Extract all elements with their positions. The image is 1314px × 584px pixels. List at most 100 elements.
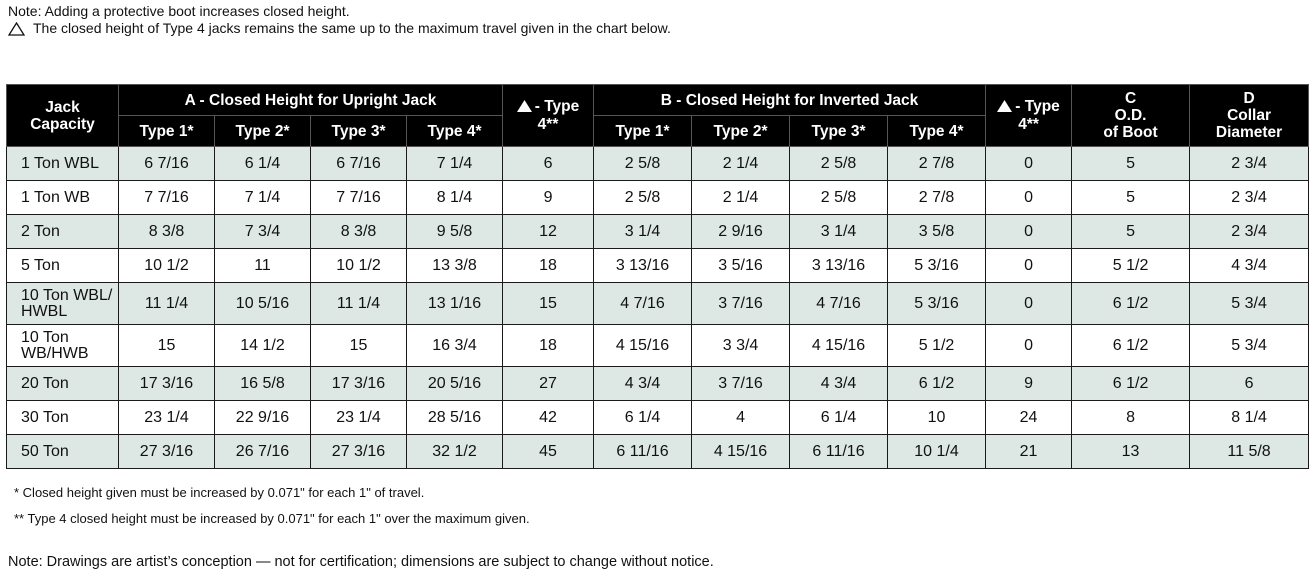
cell-b-type4-max: 0 (985, 324, 1073, 367)
cell-a-type4-max: 15 (502, 282, 595, 325)
footnotes: * Closed height given must be increased … (14, 480, 530, 532)
footnote-single-asterisk: * Closed height given must be increased … (14, 485, 425, 500)
table-row: 10 Ton WB/HWB 15 14 1/2 15 16 3/4 18 4 15/16 3 3… (6, 324, 1310, 367)
header-b-type3: Type 3* (789, 115, 889, 147)
cell-a-type4-max: 45 (502, 434, 595, 469)
cell-a-type3: 23 1/4 (310, 400, 407, 435)
header-a-type3: Type 3* (310, 115, 407, 147)
cell-b-type3: 3 1/4 (789, 214, 889, 249)
cell-b-type1: 4 7/16 (593, 282, 693, 325)
cell-capacity: 50 Ton (6, 434, 119, 469)
cell-a-type1: 27 3/16 (118, 434, 215, 469)
cell-a-type4: 13 3/8 (405, 248, 504, 283)
cell-b-type4-max: 9 (985, 366, 1073, 401)
cell-a-type1: 8 3/8 (118, 214, 215, 249)
cell-a-type2: 10 5/16 (214, 282, 311, 325)
table-row: 20 Ton 17 3/16 16 5/8 17 3/16 20 5/16 27 4 3/4… (6, 366, 1310, 401)
cell-b-type2: 3 7/16 (691, 282, 791, 325)
cell-a-type4: 9 5/8 (405, 214, 504, 249)
table-row: 2 Ton 8 3/8 7 3/4 8 3/8 9 5/8 12 3 1/4 2 9/16 3 … (6, 214, 1310, 249)
cell-b-type3: 3 13/16 (789, 248, 889, 283)
cell-a-type2: 7 3/4 (214, 214, 311, 249)
cell-a-type4-max: 42 (502, 400, 595, 435)
cell-b-type1: 3 1/4 (593, 214, 693, 249)
cell-b-type4-max: 21 (985, 434, 1073, 469)
cell-a-type3: 11 1/4 (310, 282, 407, 325)
triangle-solid-icon (516, 99, 532, 116)
header-jack-capacity: Jack Capacity (6, 84, 119, 147)
cell-capacity: 1 Ton WB (6, 180, 119, 215)
cell-b-type2: 4 (691, 400, 791, 435)
cell-boot-od: 5 (1071, 180, 1191, 215)
cell-a-type4: 20 5/16 (405, 366, 504, 401)
cell-b-type4: 2 7/8 (887, 146, 987, 181)
cell-a-type3: 17 3/16 (310, 366, 407, 401)
cell-capacity: 10 Ton WB/HWB (6, 324, 119, 367)
cell-a-type1: 23 1/4 (118, 400, 215, 435)
cell-boot-od: 8 (1071, 400, 1191, 435)
cell-b-type4: 10 1/4 (887, 434, 987, 469)
header-b-type1: Type 1* (593, 115, 693, 147)
cell-a-type2: 11 (214, 248, 311, 283)
cell-boot-od: 6 1/2 (1071, 366, 1191, 401)
cell-b-type4: 5 3/16 (887, 282, 987, 325)
cell-a-type3: 8 3/8 (310, 214, 407, 249)
note-boot: Note: Adding a protective boot increases… (8, 3, 350, 19)
cell-a-type4-max: 12 (502, 214, 595, 249)
cell-b-type1: 3 13/16 (593, 248, 693, 283)
cell-boot-od: 13 (1071, 434, 1191, 469)
cell-a-type1: 11 1/4 (118, 282, 215, 325)
cell-b-type4-max: 0 (985, 214, 1073, 249)
cell-a-type2: 22 9/16 (214, 400, 311, 435)
cell-a-type4: 32 1/2 (405, 434, 504, 469)
note-type4: The closed height of Type 4 jacks remain… (8, 20, 671, 37)
cell-a-type2: 6 1/4 (214, 146, 311, 181)
cell-a-type3: 7 7/16 (310, 180, 407, 215)
cell-b-type1: 4 15/16 (593, 324, 693, 367)
cell-a-type4: 16 3/4 (405, 324, 504, 367)
cell-collar-diameter: 2 3/4 (1189, 180, 1310, 215)
table-row: 30 Ton 23 1/4 22 9/16 23 1/4 28 5/16 42 6 1/4 4… (6, 400, 1310, 435)
cell-a-type4-max: 6 (502, 146, 595, 181)
cell-a-type2: 14 1/2 (214, 324, 311, 367)
cell-a-type4: 13 1/16 (405, 282, 504, 325)
cell-collar-diameter: 11 5/8 (1189, 434, 1310, 469)
cell-boot-od: 6 1/2 (1071, 324, 1191, 367)
cell-b-type2: 2 1/4 (691, 146, 791, 181)
cell-a-type4-max: 18 (502, 248, 595, 283)
header-row-groups: Jack Capacity A - Closed Height for Uprig… (6, 84, 1310, 147)
cell-b-type3: 4 7/16 (789, 282, 889, 325)
cell-a-type2: 16 5/8 (214, 366, 311, 401)
note-type4-text: The closed height of Type 4 jacks remain… (33, 20, 671, 36)
table-row: 1 Ton WB 7 7/16 7 1/4 7 7/16 8 1/4 9 2 5/8 2 1/… (6, 180, 1310, 215)
cell-a-type1: 15 (118, 324, 215, 367)
disclaimer-note: Note: Drawings are artist’s conception —… (8, 554, 714, 570)
table-row: 10 Ton WBL/HWBL 11 1/4 10 5/16 11 1/4 13 1/1… (6, 282, 1310, 325)
cell-b-type4-max: 0 (985, 248, 1073, 283)
cell-capacity: 1 Ton WBL (6, 146, 119, 181)
header-a-type2: Type 2* (214, 115, 311, 147)
header-group-a: A - Closed Height for Upright Jack (117, 84, 504, 116)
cell-capacity: 20 Ton (6, 366, 119, 401)
cell-b-type4: 2 7/8 (887, 180, 987, 215)
cell-collar-diameter: 2 3/4 (1189, 214, 1310, 249)
cell-b-type3: 6 11/16 (789, 434, 889, 469)
cell-b-type2: 2 9/16 (691, 214, 791, 249)
cell-b-type1: 2 5/8 (593, 180, 693, 215)
cell-b-type4-max: 0 (985, 180, 1073, 215)
cell-boot-od: 6 1/2 (1071, 282, 1191, 325)
triangle-solid-icon (997, 99, 1013, 116)
cell-b-type3: 6 1/4 (789, 400, 889, 435)
cell-a-type4-max: 18 (502, 324, 595, 367)
cell-b-type1: 6 1/4 (593, 400, 693, 435)
cell-capacity: 30 Ton (6, 400, 119, 435)
table-body: 1 Ton WBL 6 7/16 6 1/4 6 7/16 7 1/4 6 2 5/8 2 1… (6, 146, 1310, 469)
cell-a-type1: 6 7/16 (118, 146, 215, 181)
cell-b-type2: 3 7/16 (691, 366, 791, 401)
jack-dimensions-table: Jack Capacity A - Closed Height for Uprig… (6, 84, 1310, 469)
cell-a-type3: 15 (310, 324, 407, 367)
cell-a-type4-max: 9 (502, 180, 595, 215)
cell-a-type1: 10 1/2 (118, 248, 215, 283)
header-b-type4: Type 4* (887, 115, 987, 147)
footnote-double-asterisk: ** Type 4 closed height must be increase… (14, 511, 530, 526)
